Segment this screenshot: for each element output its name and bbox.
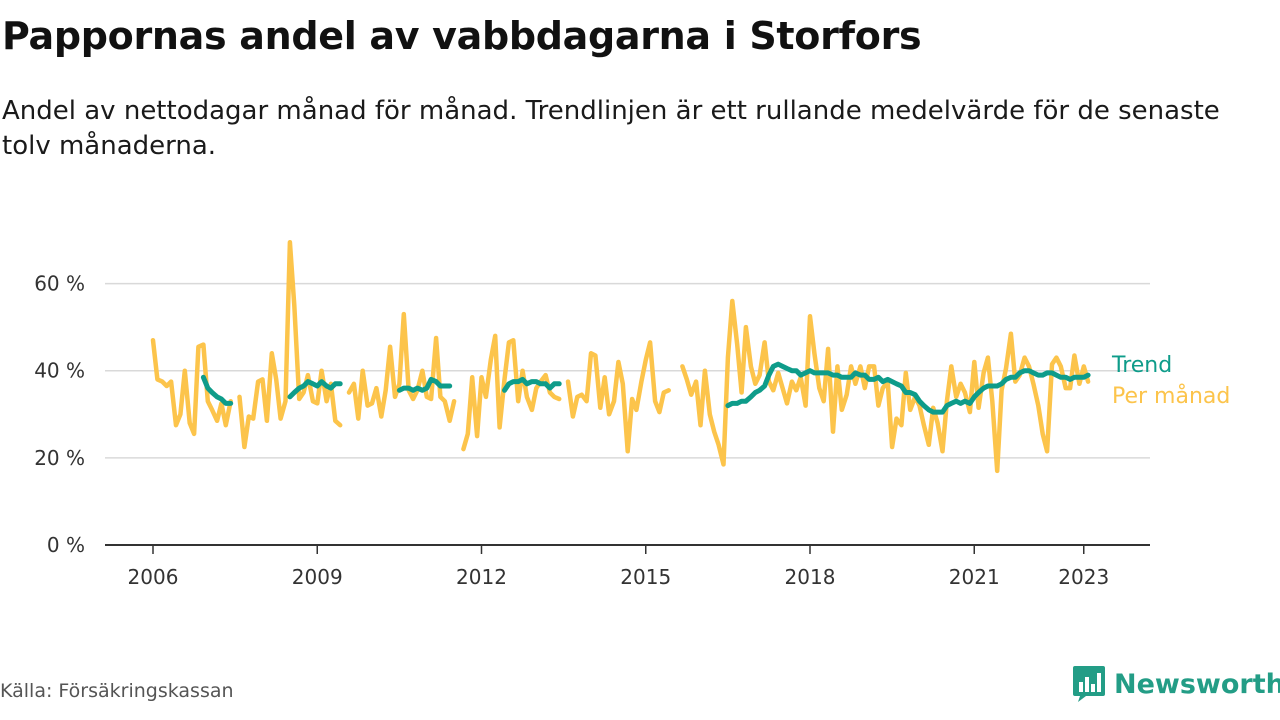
bar-chart-icon — [1073, 666, 1105, 702]
y-tick-label: 0 % — [47, 533, 85, 557]
x-tick-label: 2012 — [456, 565, 507, 589]
legend-label-trend: Trend — [1111, 353, 1172, 378]
x-tick-label: 2006 — [128, 565, 179, 589]
monthly-line — [680, 298, 1091, 474]
y-tick-label: 60 % — [34, 272, 85, 296]
monthly-line — [150, 337, 233, 437]
trend-line — [502, 376, 562, 393]
x-tick-label: 2015 — [620, 565, 671, 589]
newsworthy-logo[interactable]: Newsworthy — [1072, 664, 1280, 704]
series-lines — [150, 239, 1091, 474]
trend-line — [200, 374, 234, 406]
y-tick-label: 40 % — [34, 359, 85, 383]
chart-title: Pappornas andel av vabbdagarna i Storfor… — [2, 14, 922, 58]
trend-line — [725, 361, 1091, 415]
monthly-line — [461, 333, 562, 452]
x-tick-label: 2009 — [292, 565, 343, 589]
x-tick-label: 2021 — [949, 565, 1000, 589]
monthly-line — [237, 239, 343, 450]
series-end-labels: Per månad Trend — [1111, 353, 1230, 409]
monthly-line — [565, 340, 671, 454]
x-tick-label: 2023 — [1058, 565, 1109, 589]
brand-name: Newsworthy — [1114, 668, 1280, 700]
x-tick-label: 2018 — [785, 565, 836, 589]
trend-line — [287, 379, 343, 400]
trend-line — [396, 376, 453, 393]
legend-label-monthly: Per månad — [1112, 383, 1230, 409]
monthly-line — [346, 311, 457, 424]
source-note: Källa: Försäkringskassan — [0, 680, 234, 702]
y-tick-label: 20 % — [34, 446, 85, 470]
chart-subtitle: Andel av nettodagar månad för månad. Tre… — [2, 96, 1220, 161]
axes: 0 % 20 % 40 % 60 % 2006 2009 2012 2015 2018 2021 2… — [34, 272, 1150, 589]
